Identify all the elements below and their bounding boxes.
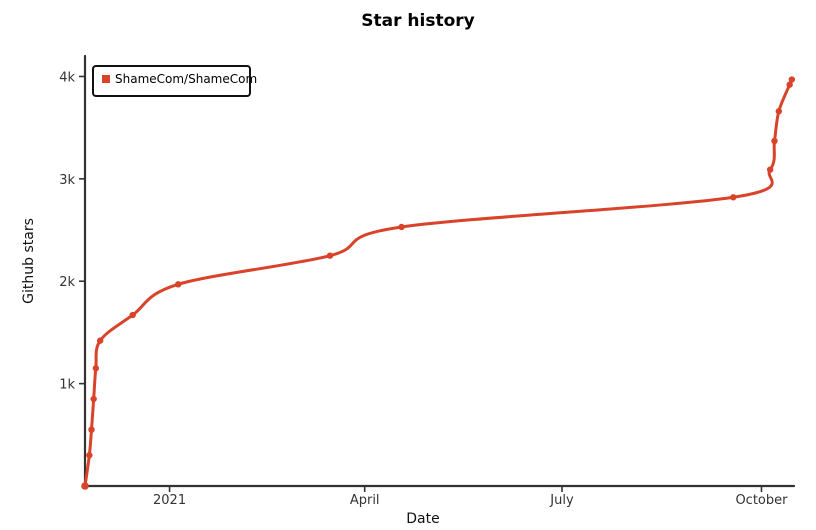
data-point xyxy=(398,223,405,231)
plot-area xyxy=(82,54,796,488)
legend: ShameCom/ShameCom xyxy=(92,65,257,97)
series-line xyxy=(83,78,794,488)
data-point xyxy=(88,426,95,433)
data-point xyxy=(96,337,104,344)
chart-title: Star history xyxy=(361,11,474,31)
data-point xyxy=(771,137,778,145)
legend-swatch xyxy=(102,75,110,83)
data-point xyxy=(775,108,783,115)
x-ticks: 2021 April July October xyxy=(153,486,788,508)
data-point xyxy=(86,452,93,459)
data-point xyxy=(326,252,334,259)
data-point xyxy=(129,311,136,319)
y-tick-label: 1k xyxy=(59,378,75,393)
series-points xyxy=(81,76,796,490)
x-tick-label: 2021 xyxy=(153,493,186,508)
data-point xyxy=(730,194,737,201)
data-point xyxy=(788,76,796,83)
legend-box xyxy=(92,65,251,97)
y-tick-label: 3k xyxy=(59,173,75,188)
y-ticks: 1k 2k 3k 4k xyxy=(59,70,85,393)
y-tick-label: 4k xyxy=(59,70,75,85)
data-point xyxy=(92,365,100,372)
data-point xyxy=(786,81,793,88)
y-tick-label: 2k xyxy=(59,275,75,290)
data-point xyxy=(175,281,182,288)
y-axis-label: Github stars xyxy=(21,218,37,304)
x-tick-label: July xyxy=(549,493,574,508)
x-tick-label: October xyxy=(735,493,788,508)
x-axis-label: Date xyxy=(406,511,439,527)
legend-item-label: ShameCom/ShameCom xyxy=(115,72,257,86)
data-point xyxy=(90,395,97,403)
data-point xyxy=(766,166,774,173)
x-tick-label: April xyxy=(350,493,380,508)
data-point xyxy=(81,482,89,490)
